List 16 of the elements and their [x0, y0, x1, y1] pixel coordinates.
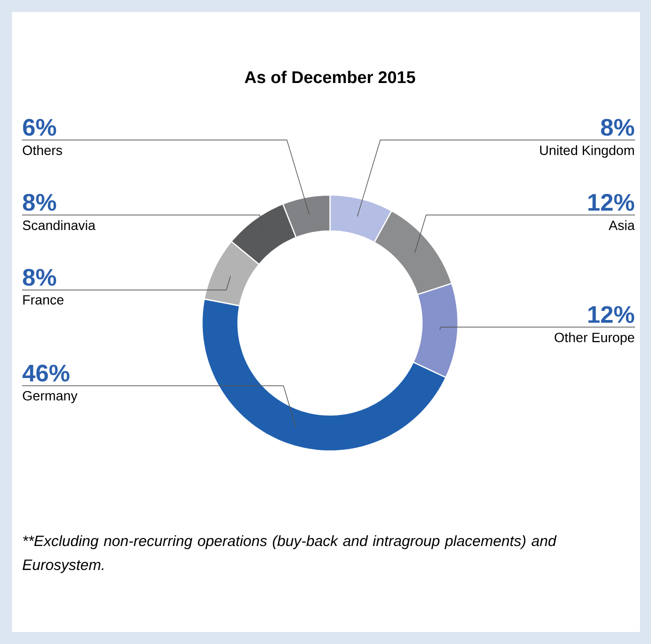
slice-label: Other Europe — [554, 332, 634, 345]
slice-label: Others — [22, 145, 62, 156]
data-label: 8% — [22, 268, 56, 286]
chart-title: As of December 2015 — [244, 70, 416, 84]
slice-label: Germany — [22, 390, 78, 404]
slice-label: Scandinavia — [22, 220, 96, 230]
slice-label: United Kingdom — [540, 145, 634, 158]
slice-label: France — [23, 295, 64, 305]
data-label: 8% — [601, 118, 634, 136]
data-label: 46% — [22, 364, 70, 382]
data-label: 6% — [23, 118, 56, 136]
text: **Excluding non-recurring operations (buy-back and intragroup placements) and Eurosystem. — [22, 535, 557, 574]
data-label: 12% — [588, 194, 634, 211]
data-label: 8% — [22, 194, 56, 211]
data-label: 12% — [588, 306, 634, 323]
slice-label: Asia — [608, 220, 635, 230]
